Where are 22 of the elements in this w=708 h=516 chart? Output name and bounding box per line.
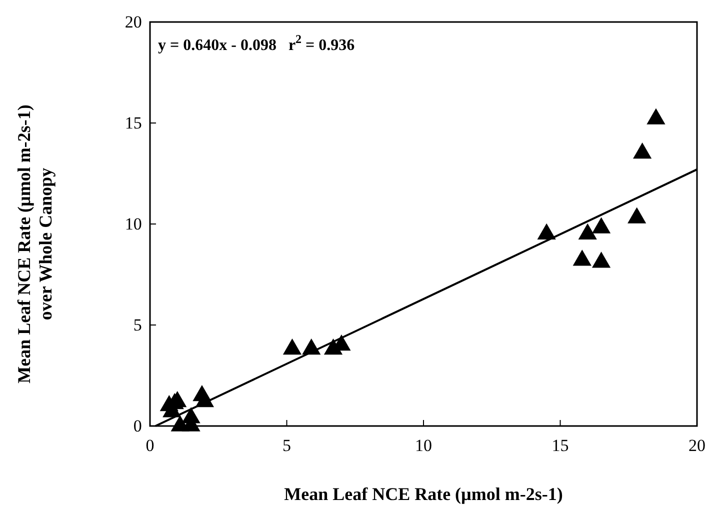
x-tick-label: 15 — [552, 436, 569, 456]
y-tick-label: 5 — [133, 315, 142, 334]
point — [537, 223, 556, 240]
point — [646, 108, 666, 124]
point — [592, 217, 611, 234]
point — [628, 207, 646, 224]
x-tick-label: 10 — [415, 436, 432, 456]
point — [572, 250, 592, 266]
point — [592, 252, 611, 268]
y-tick-label: 15 — [124, 113, 142, 132]
x-axis-title: Mean Leaf NCE Rate (µmol m-2s-1) — [284, 484, 563, 504]
y-tick-label: 10 — [124, 214, 142, 234]
y-axis-title: Mean Leaf NCE Rate (µmol m-2s-1) over Whole Canopy — [14, 104, 56, 384]
x-tick-label: 20 — [688, 436, 706, 456]
y-tick-label: 0 — [133, 416, 142, 436]
annotation: y = 0.640x - 0.098 r$^{2}$ = 0.936 — [158, 32, 355, 54]
point — [578, 223, 597, 240]
x-tick-label: 0 — [146, 436, 154, 456]
x-tick-label: 5 — [282, 436, 291, 456]
point — [282, 338, 302, 355]
point — [632, 142, 652, 159]
y-tick-label: 20 — [124, 12, 142, 32]
